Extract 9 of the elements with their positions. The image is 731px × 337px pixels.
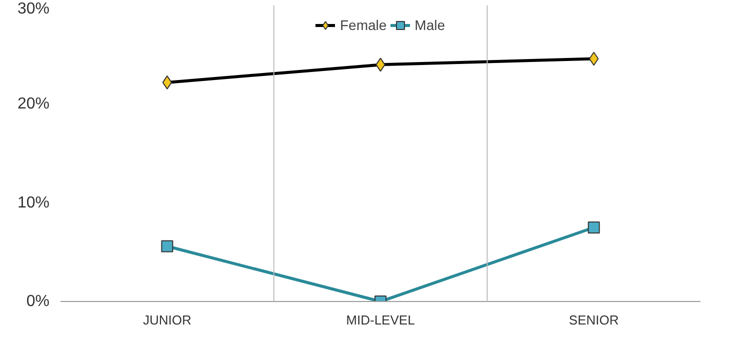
- legend-label: Male: [414, 17, 446, 33]
- y-tick-label: 30%: [17, 0, 50, 18]
- x-tick-label: JUNIOR: [142, 312, 192, 328]
- x-tick-label: SENIOR: [568, 312, 619, 328]
- y-tick-label: 10%: [17, 194, 50, 212]
- y-tick-label: 20%: [17, 96, 50, 113]
- y-tick-label: 0%: [26, 293, 50, 310]
- x-tick-label: MID-LEVEL: [346, 312, 415, 328]
- legend-label: Female: [340, 17, 387, 33]
